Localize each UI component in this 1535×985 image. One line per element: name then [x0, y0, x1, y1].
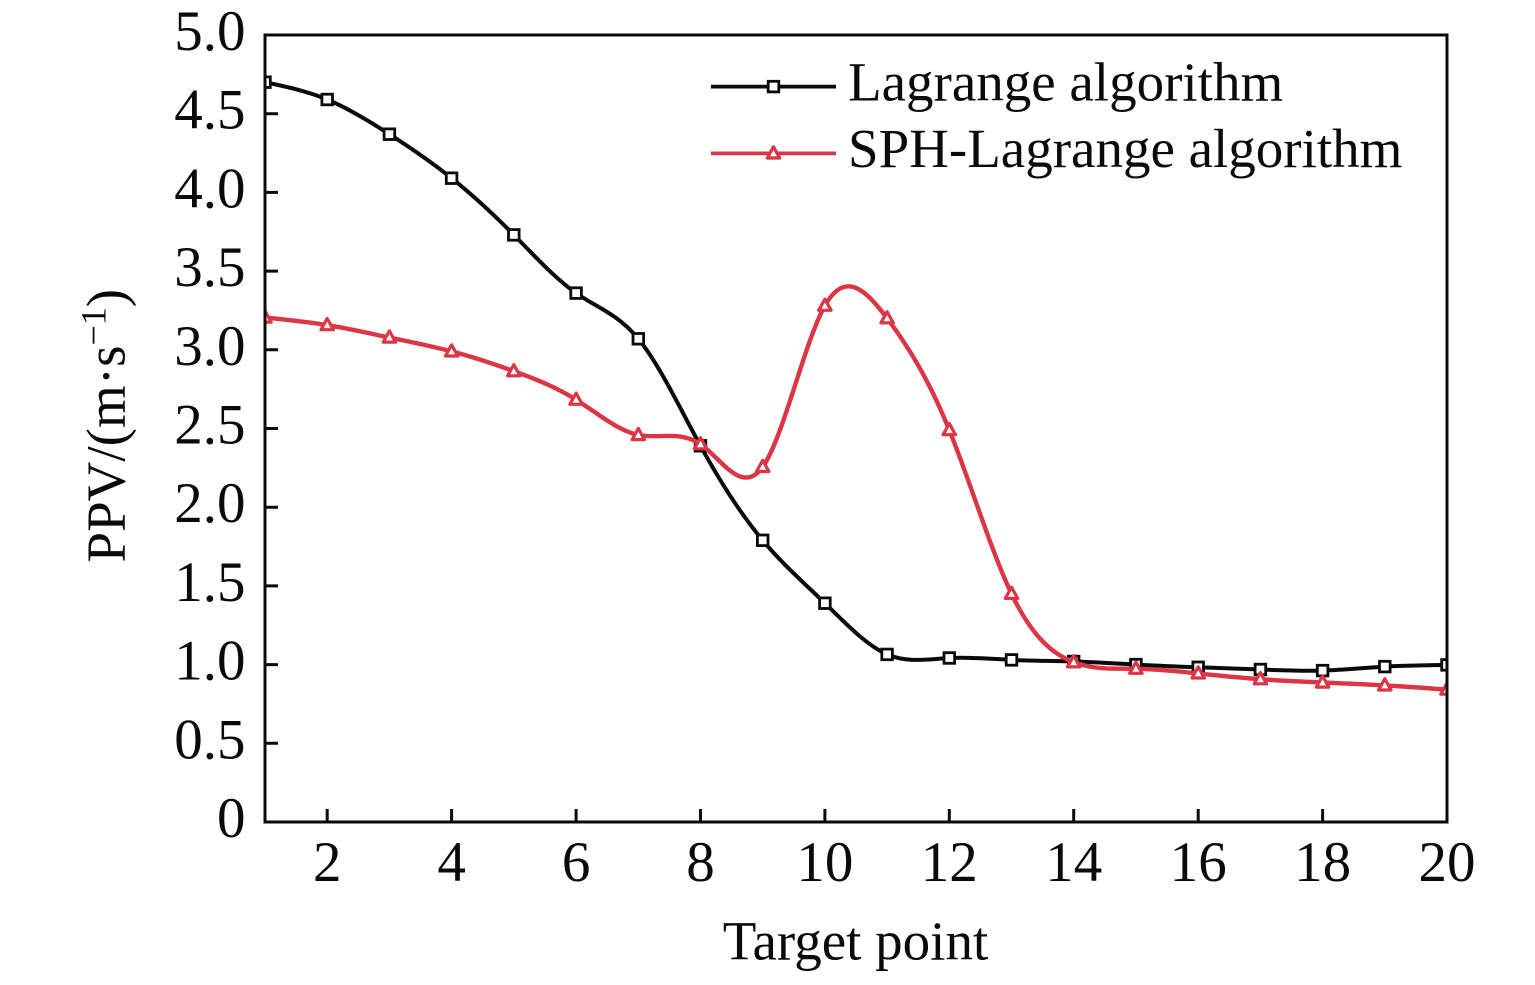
svg-text:6: 6: [562, 831, 591, 894]
svg-text:18: 18: [1294, 831, 1351, 894]
svg-text:0.5: 0.5: [174, 708, 245, 771]
svg-text:4.0: 4.0: [174, 157, 245, 220]
svg-text:2: 2: [313, 831, 342, 894]
svg-text:3.5: 3.5: [174, 236, 245, 299]
svg-text:12: 12: [921, 831, 978, 894]
svg-text:2.5: 2.5: [174, 394, 245, 457]
svg-text:1.5: 1.5: [174, 551, 245, 614]
svg-text:20: 20: [1419, 831, 1476, 894]
svg-text:4: 4: [437, 831, 466, 894]
svg-text:8: 8: [686, 831, 715, 894]
svg-text:16: 16: [1170, 831, 1227, 894]
svg-text:1.0: 1.0: [174, 630, 245, 693]
svg-text:PPV/(m·s−1): PPV/(m·s−1): [74, 289, 137, 563]
svg-text:Lagrange algorithm: Lagrange algorithm: [848, 51, 1283, 112]
svg-text:4.5: 4.5: [174, 79, 245, 142]
svg-text:3.0: 3.0: [174, 315, 245, 378]
svg-text:5.0: 5.0: [174, 0, 245, 63]
svg-text:0: 0: [217, 787, 246, 850]
svg-text:Target point: Target point: [723, 910, 989, 971]
svg-text:10: 10: [796, 831, 853, 894]
svg-text:SPH-Lagrange algorithm: SPH-Lagrange algorithm: [848, 118, 1402, 179]
svg-text:2.0: 2.0: [174, 472, 245, 535]
svg-text:14: 14: [1045, 831, 1102, 894]
